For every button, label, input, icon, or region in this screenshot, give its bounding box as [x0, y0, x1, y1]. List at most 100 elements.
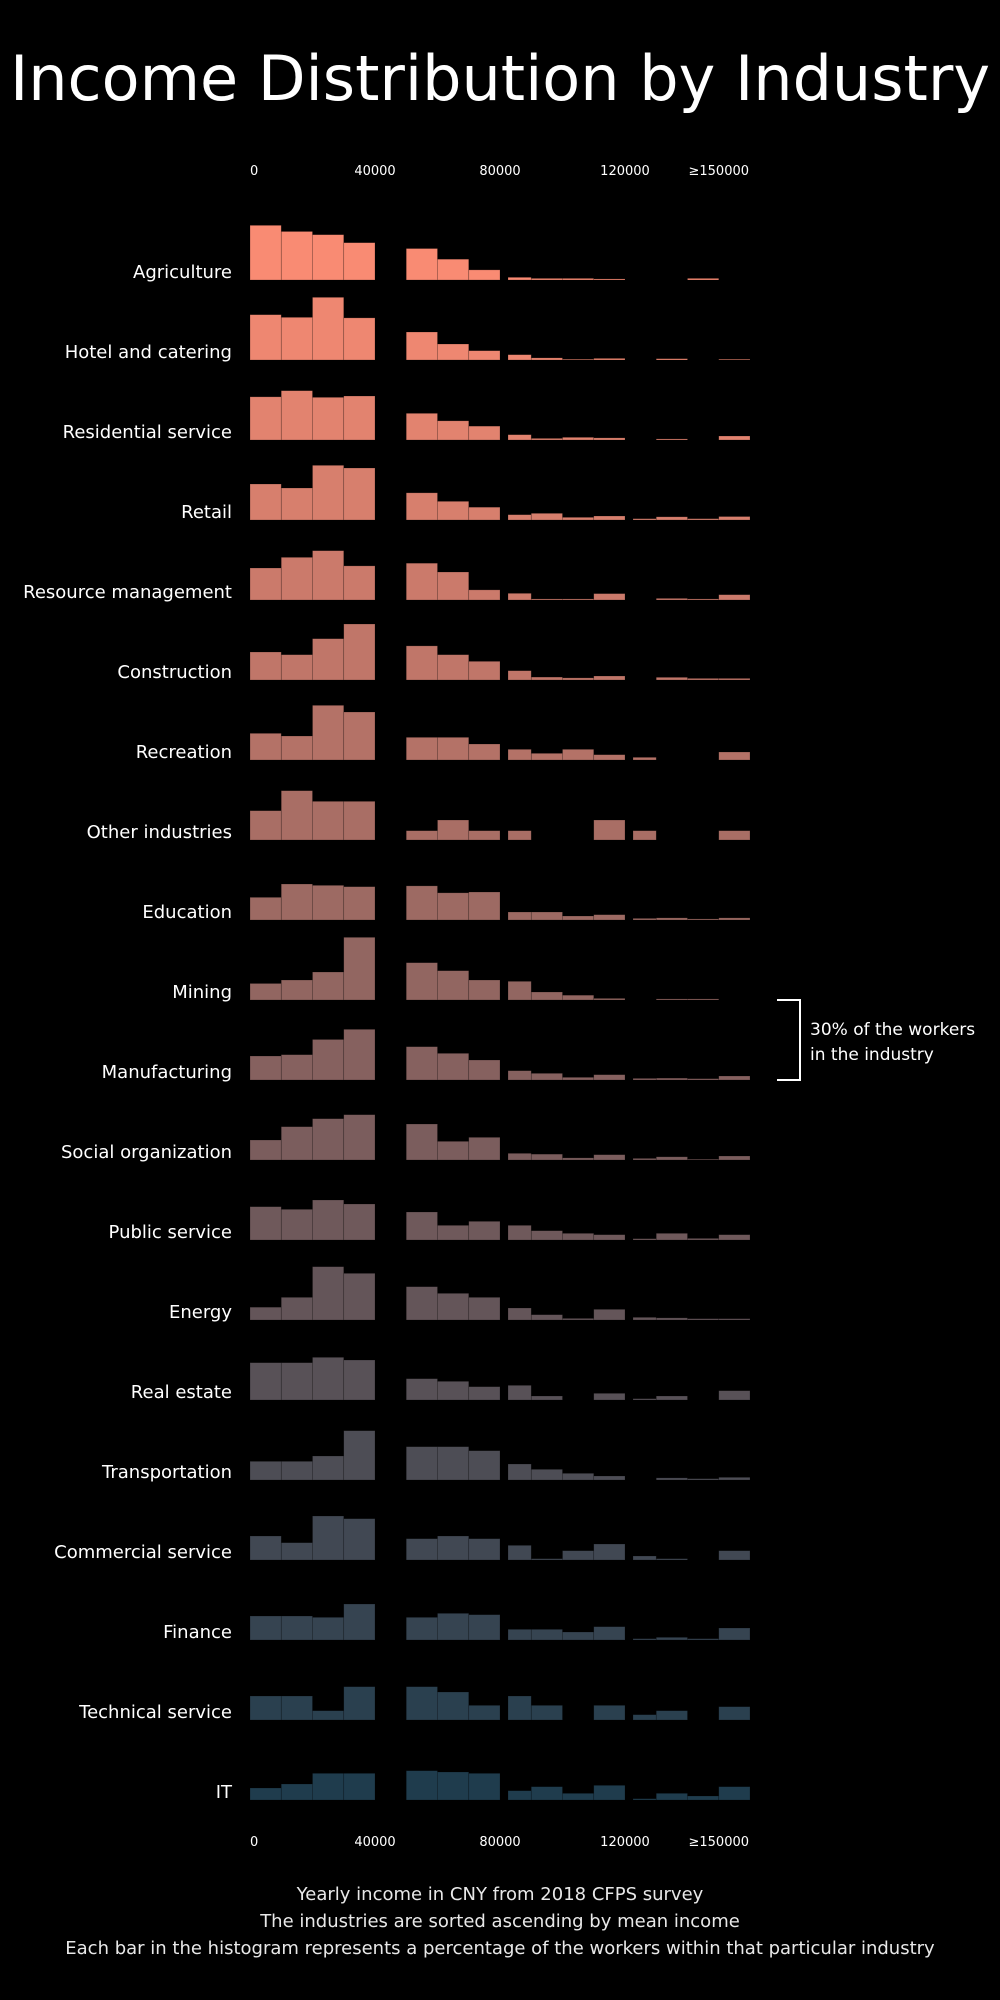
- histogram-bar: [507, 434, 532, 441]
- histogram-bar: [593, 1543, 626, 1561]
- industry-row: Transportation: [101, 1430, 751, 1483]
- histogram-bar: [405, 248, 438, 281]
- histogram-bar: [343, 1430, 376, 1481]
- scale-bracket: [777, 999, 801, 1081]
- industry-row: Commercial service: [54, 1515, 751, 1563]
- histogram-bar: [687, 998, 720, 1001]
- histogram-bar: [249, 1055, 282, 1081]
- histogram-bar: [312, 1455, 345, 1481]
- industry-label: Education: [142, 902, 232, 923]
- histogram-bar: [249, 1206, 282, 1241]
- histogram-bar: [249, 1139, 282, 1161]
- histogram-bar: [437, 737, 470, 761]
- histogram-bar: [562, 1631, 595, 1641]
- histogram-bar: [280, 487, 313, 521]
- histogram-bar: [507, 1385, 532, 1401]
- histogram-bar: [468, 269, 501, 281]
- histogram-bar: [632, 1398, 657, 1401]
- histogram-bar: [343, 242, 376, 281]
- industry-row: Agriculture: [133, 225, 720, 283]
- histogram-bar: [280, 790, 313, 841]
- histogram-bar: [718, 1786, 751, 1801]
- histogram-bar: [632, 1158, 657, 1161]
- histogram-bar: [468, 979, 501, 1001]
- histogram-bar: [249, 897, 282, 921]
- annotation-line-2: in the industry: [810, 1045, 934, 1065]
- industry-row: Technical service: [78, 1686, 751, 1723]
- histogram-bar: [562, 1077, 595, 1081]
- histogram-bar: [655, 1477, 688, 1481]
- histogram-bar: [468, 506, 501, 521]
- histogram-bar: [593, 1475, 626, 1481]
- industry-row: Education: [142, 883, 751, 923]
- histogram-bar: [405, 1286, 438, 1321]
- histogram-bar: [632, 1317, 657, 1321]
- histogram-bar: [405, 1538, 438, 1561]
- scale-annotation: 30% of the workers in the industry: [777, 999, 975, 1081]
- histogram-bar: [343, 937, 376, 1001]
- histogram-bar: [593, 515, 626, 521]
- histogram-bar: [249, 1535, 282, 1561]
- histogram-bar: [405, 1617, 438, 1641]
- histogram-bar: [655, 677, 688, 681]
- histogram-bar: [437, 819, 470, 841]
- histogram-bar: [718, 1234, 751, 1241]
- histogram-bar: [312, 638, 345, 681]
- histogram-bar: [655, 1156, 688, 1161]
- histogram-bar: [312, 465, 345, 521]
- histogram-bar: [718, 678, 751, 681]
- industry-row: Residential service: [63, 390, 751, 443]
- industry-row: Finance: [163, 1603, 751, 1643]
- industry-row: Social organization: [61, 1114, 751, 1163]
- histogram-bar: [280, 1783, 313, 1801]
- industry-label: Retail: [181, 502, 232, 523]
- histogram-bar: [405, 885, 438, 921]
- industry-label: Energy: [169, 1302, 232, 1323]
- histogram-bar: [632, 830, 657, 841]
- histogram-bar: [249, 483, 282, 521]
- x-axis-top-tick-label: 0: [250, 164, 258, 179]
- histogram-bar: [280, 1126, 313, 1161]
- histogram-bar: [468, 1137, 501, 1161]
- industry-label: Public service: [109, 1222, 232, 1243]
- histogram-bar: [312, 297, 345, 361]
- x-axis-bottom-tick-label: 120000: [600, 1835, 650, 1850]
- histogram-bar: [718, 830, 751, 841]
- histogram-bar: [280, 1054, 313, 1081]
- industry-row: Mining: [172, 937, 720, 1003]
- histogram-bar: [562, 437, 595, 441]
- histogram-bar: [249, 396, 282, 441]
- histogram-bar: [718, 1155, 751, 1161]
- histogram-bar: [280, 1297, 313, 1321]
- histogram-bar: [343, 1603, 376, 1641]
- histogram-bar: [437, 501, 470, 521]
- histogram-bar: [530, 1786, 563, 1801]
- histogram-bar: [249, 983, 282, 1001]
- histogram-bar: [437, 1293, 470, 1321]
- histogram-bar: [507, 1153, 532, 1161]
- histogram-bar: [468, 1450, 501, 1481]
- industry-label: Hotel and catering: [65, 342, 232, 363]
- histogram-bar: [718, 358, 751, 361]
- histogram-bar: [343, 1029, 376, 1081]
- histogram-bar: [593, 1309, 626, 1321]
- histogram-bar: [530, 438, 563, 441]
- histogram-bar: [530, 1629, 563, 1641]
- histogram-bar: [280, 1542, 313, 1561]
- histogram-bar: [280, 390, 313, 441]
- industry-row: Manufacturing: [102, 1029, 751, 1083]
- industry-row: Real estate: [131, 1357, 751, 1403]
- x-axis-bottom: 0 40000 80000 120000 ≥150000: [250, 1835, 749, 1850]
- histogram-bar: [687, 278, 720, 281]
- industry-row: Construction: [117, 623, 751, 683]
- histogram-bar: [718, 594, 751, 601]
- histogram-bar: [562, 1473, 595, 1481]
- histogram-bar: [593, 1393, 626, 1401]
- histogram-bar: [405, 492, 438, 521]
- histogram-bar: [280, 1209, 313, 1241]
- industry-row: IT: [216, 1770, 751, 1803]
- histogram-bar: [507, 514, 532, 521]
- histogram-bar: [312, 397, 345, 441]
- histogram-bar: [687, 918, 720, 921]
- histogram-bar: [562, 1318, 595, 1321]
